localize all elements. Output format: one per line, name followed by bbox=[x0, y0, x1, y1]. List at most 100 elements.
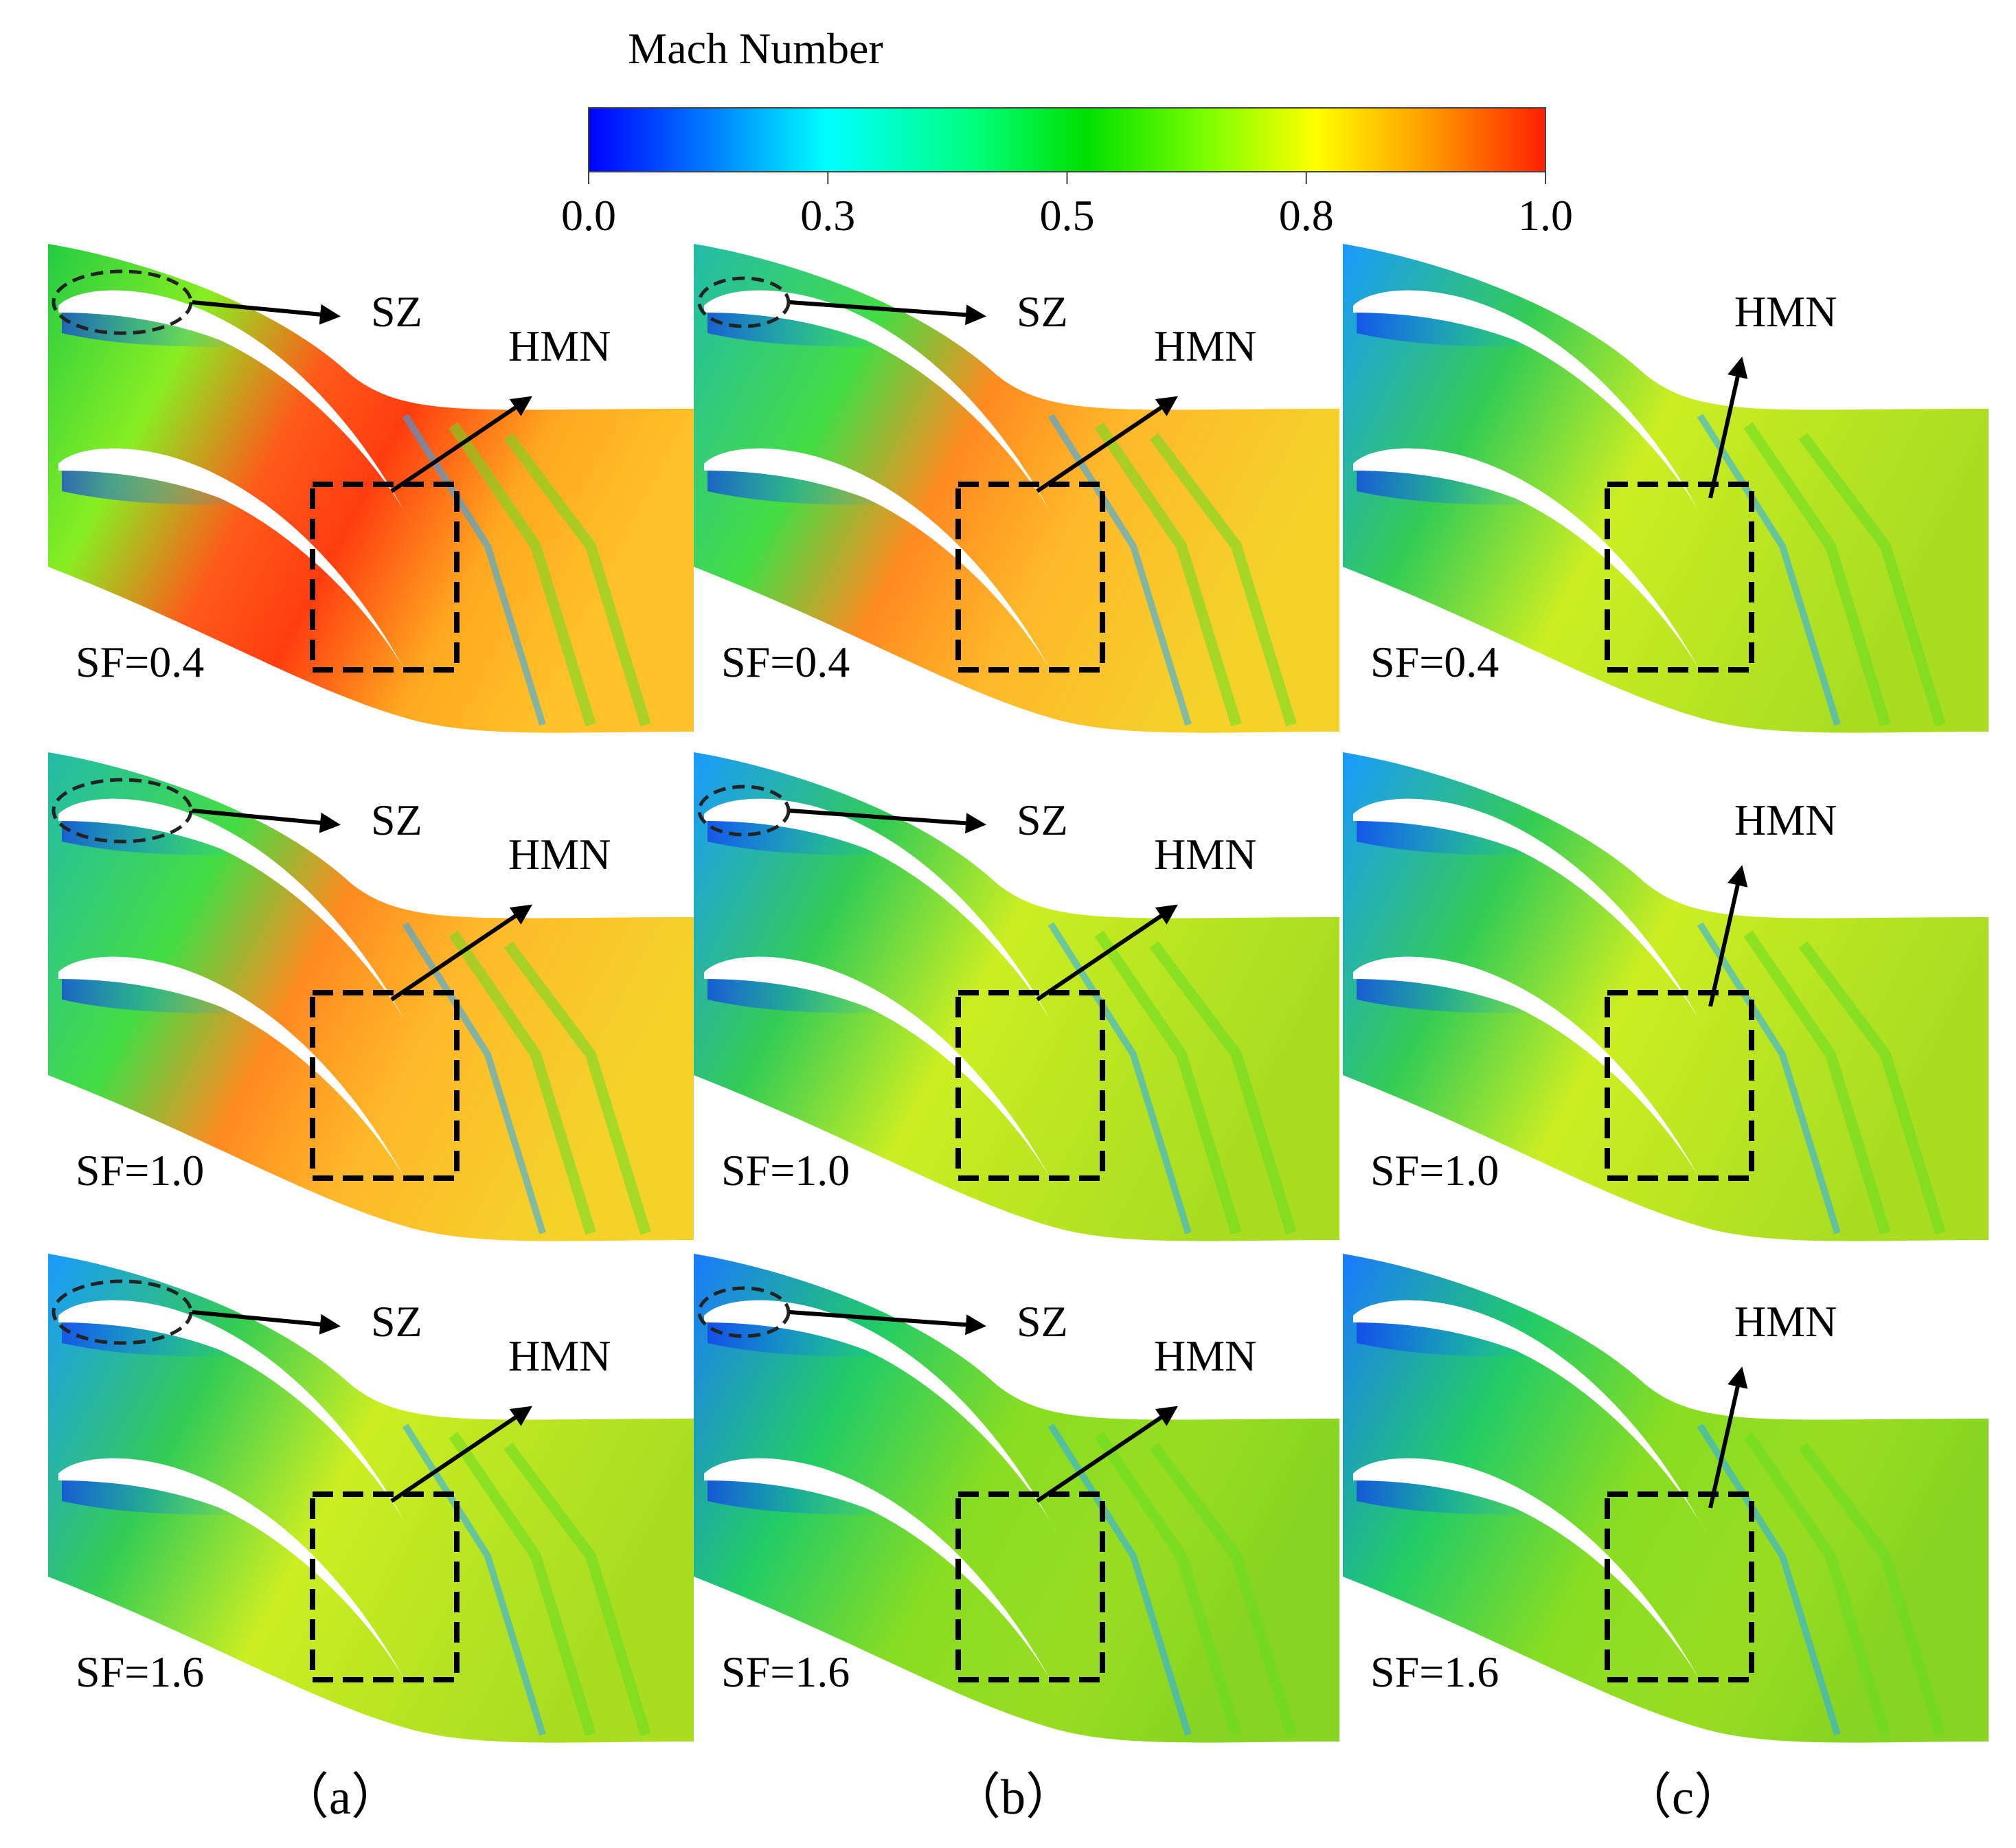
sf-label: SF=0.4 bbox=[1370, 638, 1499, 686]
shock-band bbox=[503, 941, 651, 1235]
contour-panel: HMN SZ SF=1.6 bbox=[694, 1254, 1339, 1743]
flow-domain bbox=[694, 752, 1339, 1241]
blade bbox=[704, 448, 1058, 684]
hmn-box bbox=[955, 1491, 1105, 1682]
sz-ellipse bbox=[697, 276, 791, 328]
hmn-label: HMN bbox=[1734, 796, 1837, 844]
hmn-box bbox=[1605, 1491, 1754, 1682]
blade bbox=[704, 1300, 1058, 1535]
shock-band bbox=[1149, 1443, 1297, 1737]
sz-ellipse bbox=[697, 785, 791, 837]
hmn-label: HMN bbox=[508, 1331, 611, 1380]
shock-band bbox=[1047, 1423, 1192, 1736]
sz-arrow bbox=[192, 1310, 341, 1335]
blade bbox=[1353, 290, 1707, 526]
blade bbox=[1353, 448, 1707, 684]
shock-band bbox=[1798, 941, 1946, 1235]
sf-label: SF=0.4 bbox=[76, 638, 204, 686]
shock-band bbox=[503, 1443, 651, 1737]
blade bbox=[58, 290, 412, 526]
shock-band bbox=[1798, 433, 1946, 727]
hmn-label: HMN bbox=[1734, 287, 1837, 336]
shock-band bbox=[1743, 422, 1891, 727]
contour-panel: HMN SF=0.4 bbox=[1343, 244, 1989, 733]
blade bbox=[704, 798, 1058, 1034]
sz-arrow bbox=[789, 809, 986, 834]
blade bbox=[1353, 1300, 1707, 1535]
shock-band bbox=[449, 422, 596, 727]
shock-band bbox=[1697, 1423, 1841, 1736]
contour-panel: HMN SZ SF=1.0 bbox=[48, 752, 694, 1241]
sz-ellipse bbox=[52, 269, 193, 335]
sz-ellipse bbox=[697, 1286, 791, 1338]
hmn-box bbox=[310, 1491, 460, 1682]
hmn-box bbox=[955, 990, 1105, 1181]
contour-panel: HMN SZ SF=1.0 bbox=[694, 752, 1339, 1241]
colorbar-title: Mach Number bbox=[628, 24, 883, 73]
shock-band bbox=[503, 433, 651, 727]
shock-band bbox=[1094, 422, 1242, 727]
hmn-label: HMN bbox=[508, 830, 611, 879]
shock-band bbox=[402, 414, 546, 726]
hmn-arrow bbox=[390, 904, 532, 1002]
flow-domain bbox=[48, 1254, 694, 1743]
hmn-arrow bbox=[1708, 1366, 1748, 1509]
column-label: （b） bbox=[951, 1770, 1075, 1825]
sz-label: SZ bbox=[371, 287, 422, 336]
flow-domain bbox=[1343, 244, 1989, 733]
hmn-arrow bbox=[1036, 904, 1178, 1002]
colorbar-tick-label: 1.0 bbox=[1518, 191, 1573, 240]
contour-panel: HMN SZ SF=1.6 bbox=[48, 1254, 694, 1743]
blade bbox=[1353, 798, 1707, 1034]
shock-band bbox=[402, 1423, 546, 1736]
hmn-box bbox=[310, 482, 460, 673]
sf-label: SF=1.6 bbox=[721, 1647, 850, 1696]
colorbar-tick-label: 0.3 bbox=[800, 191, 855, 240]
flow-domain bbox=[694, 244, 1339, 733]
blade bbox=[58, 448, 412, 684]
flow-domain bbox=[1343, 752, 1989, 1241]
shock-band bbox=[1047, 922, 1192, 1235]
shock-band bbox=[1047, 414, 1192, 726]
contour-panel: HMN SF=1.6 bbox=[1343, 1254, 1989, 1743]
shock-band bbox=[402, 922, 546, 1235]
shock-band bbox=[1094, 930, 1242, 1235]
sz-ellipse bbox=[52, 778, 193, 844]
shock-band bbox=[449, 1432, 596, 1737]
flow-domain bbox=[1343, 1254, 1989, 1743]
contour-panels: HMN SZ SF=0.4 HMN SZ SF=0.4 HMN SF=0.4 HMN SZ SF=1… bbox=[48, 244, 1989, 1743]
flow-domain bbox=[48, 752, 694, 1241]
hmn-arrow bbox=[1036, 396, 1178, 493]
hmn-label: HMN bbox=[1154, 1331, 1256, 1380]
sz-label: SZ bbox=[371, 796, 422, 844]
colorbar: Mach Number 0.0 0.3 0.5 0.8 1.0 bbox=[561, 24, 1573, 240]
flow-domain bbox=[694, 1254, 1339, 1743]
contour-panel: HMN SZ SF=0.4 bbox=[694, 244, 1339, 733]
sf-label: SF=0.4 bbox=[721, 638, 850, 686]
shock-band bbox=[1149, 433, 1297, 727]
hmn-box bbox=[310, 990, 460, 1181]
shock-band bbox=[449, 930, 596, 1235]
sz-arrow bbox=[789, 300, 986, 326]
shock-band bbox=[1149, 941, 1297, 1235]
sz-label: SZ bbox=[371, 1297, 422, 1346]
shock-band bbox=[1697, 414, 1841, 726]
colorbar-ticks: 0.0 0.3 0.5 0.8 1.0 bbox=[561, 172, 1573, 240]
colorbar-tick-label: 0.8 bbox=[1279, 191, 1334, 240]
hmn-box bbox=[1605, 990, 1754, 1181]
blade bbox=[58, 1458, 412, 1693]
sz-arrow bbox=[789, 1310, 986, 1336]
shock-band bbox=[1743, 1432, 1891, 1737]
blade bbox=[704, 1458, 1058, 1693]
hmn-arrow bbox=[1708, 865, 1748, 1007]
blade bbox=[704, 290, 1058, 526]
contour-panel: HMN SF=1.0 bbox=[1343, 752, 1989, 1241]
sz-ellipse bbox=[52, 1279, 193, 1345]
blade bbox=[58, 798, 412, 1034]
blade bbox=[1353, 956, 1707, 1192]
blade bbox=[58, 1300, 412, 1535]
hmn-arrow bbox=[390, 1406, 532, 1503]
flow-domain bbox=[48, 244, 694, 733]
hmn-label: HMN bbox=[1734, 1297, 1837, 1346]
